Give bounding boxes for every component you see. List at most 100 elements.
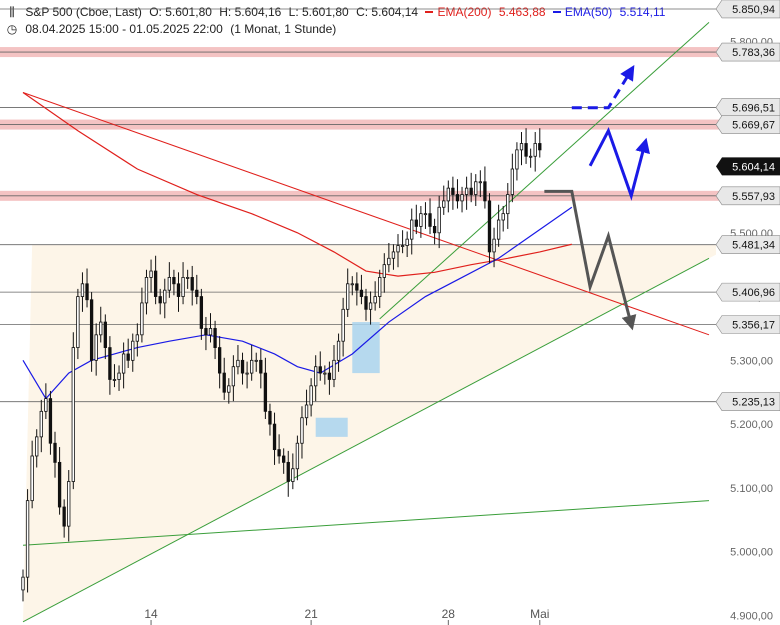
- candle-body: [428, 213, 432, 227]
- candle-body: [39, 410, 43, 438]
- candle-body: [519, 143, 524, 151]
- candle-body: [236, 359, 240, 368]
- interval: (1 Monat, 1 Stunde): [230, 22, 337, 36]
- price-level-label: 5.696,51: [732, 102, 775, 114]
- candle-body: [112, 379, 117, 381]
- candle-body: [400, 245, 405, 247]
- candle-body: [62, 506, 66, 527]
- candle-body: [282, 455, 286, 463]
- projection-arrow: [544, 189, 637, 331]
- last-price-badge: [716, 157, 780, 176]
- candle-body: [515, 149, 519, 170]
- candle-body: [396, 245, 400, 253]
- price-level-label: 5.557,93: [732, 191, 775, 203]
- candle-body: [190, 277, 194, 291]
- trendline: [22, 500, 710, 546]
- candle-body: [506, 194, 510, 215]
- bars-icon: ⫼: [9, 5, 15, 19]
- candle-body: [446, 187, 450, 202]
- y-tick-label: 5.000,00: [730, 547, 773, 559]
- candle-body: [350, 283, 354, 286]
- candle-body: [474, 181, 478, 195]
- candle-body: [355, 283, 359, 291]
- y-tick-label: 5.300,00: [730, 355, 773, 367]
- candle-body: [48, 398, 53, 444]
- highlight-box: [315, 417, 348, 437]
- candle-body: [359, 289, 364, 297]
- candle-body: [323, 372, 327, 375]
- candle-body: [263, 372, 268, 412]
- candle-body: [318, 366, 322, 374]
- candle-body: [67, 481, 71, 527]
- price-level-label: 5.235,13: [732, 397, 775, 409]
- candle-body: [533, 143, 537, 157]
- ema200-line: [22, 91, 572, 277]
- y-tick-label: 5.200,00: [730, 419, 773, 431]
- price-level-label: 5.406,96: [732, 287, 775, 299]
- candle-body: [135, 334, 139, 342]
- candle-body: [405, 238, 409, 246]
- open-value: O: 5.601,80: [149, 5, 212, 19]
- candle-body: [272, 423, 277, 451]
- candle-body: [286, 461, 290, 482]
- candle-body: [158, 296, 162, 304]
- candle-body: [496, 219, 501, 240]
- chart-header-ohlc: ⫼ S&P 500 (Cboe, Last) O: 5.601,80 H: 5.…: [6, 5, 669, 20]
- candle-body: [373, 296, 377, 304]
- candle-body: [35, 436, 39, 457]
- instrument-name: S&P 500 (Cboe, Last): [25, 5, 142, 19]
- candle-body: [149, 270, 153, 278]
- candle-body: [222, 372, 226, 393]
- price-level-badge: [715, 392, 780, 412]
- high-value: H: 5.604,16: [219, 5, 282, 19]
- candle-body: [259, 359, 263, 374]
- candle-body: [240, 359, 245, 374]
- candle-body: [144, 277, 149, 304]
- candle-body: [195, 289, 199, 297]
- price-level-badge: [715, 315, 780, 334]
- x-tick-label: Mai: [530, 607, 549, 621]
- candle-body: [432, 226, 437, 234]
- candle-body: [464, 187, 469, 195]
- trendline: [379, 21, 710, 320]
- candle-body: [153, 270, 158, 297]
- price-level-label: 5.669,67: [732, 120, 775, 132]
- chart-header-range: ◷ 08.04.2025 15:00 - 01.05.2025 22:00 (1…: [6, 22, 340, 36]
- triangle-area: [23, 244, 716, 622]
- candle-body: [300, 417, 304, 444]
- candle-body: [254, 359, 258, 362]
- candle-body: [336, 340, 341, 361]
- candle-body: [460, 194, 464, 202]
- candle-body: [117, 372, 121, 380]
- candle-body: [455, 194, 460, 202]
- candle-body: [71, 347, 75, 482]
- candle-body: [314, 366, 318, 387]
- candle-body: [309, 385, 313, 406]
- candle-body: [364, 296, 368, 310]
- candle-body: [487, 200, 492, 253]
- candle-body: [181, 277, 185, 297]
- price-level-badge: [715, 115, 780, 134]
- candle-body: [501, 213, 505, 221]
- candle-body: [94, 334, 98, 361]
- x-tick-label: 14: [144, 607, 158, 621]
- candle-body: [437, 206, 441, 234]
- price-level-badge: [715, 235, 780, 254]
- candle-body: [204, 328, 208, 336]
- candle-body: [131, 340, 135, 361]
- candle-body: [451, 187, 455, 195]
- candle-body: [108, 347, 112, 380]
- candle-body: [231, 366, 236, 387]
- highlight-box: [352, 322, 380, 374]
- ema50-value: 5.514,11: [619, 5, 666, 19]
- price-level-label: 5.850,94: [732, 4, 775, 16]
- candle-body: [176, 283, 181, 297]
- candle-body: [442, 200, 446, 208]
- candle-body: [227, 385, 231, 393]
- candle-body: [268, 410, 272, 425]
- candle-body: [99, 321, 103, 336]
- candle-body: [538, 143, 542, 151]
- candle-body: [387, 257, 391, 266]
- projection-arrow: [588, 126, 650, 201]
